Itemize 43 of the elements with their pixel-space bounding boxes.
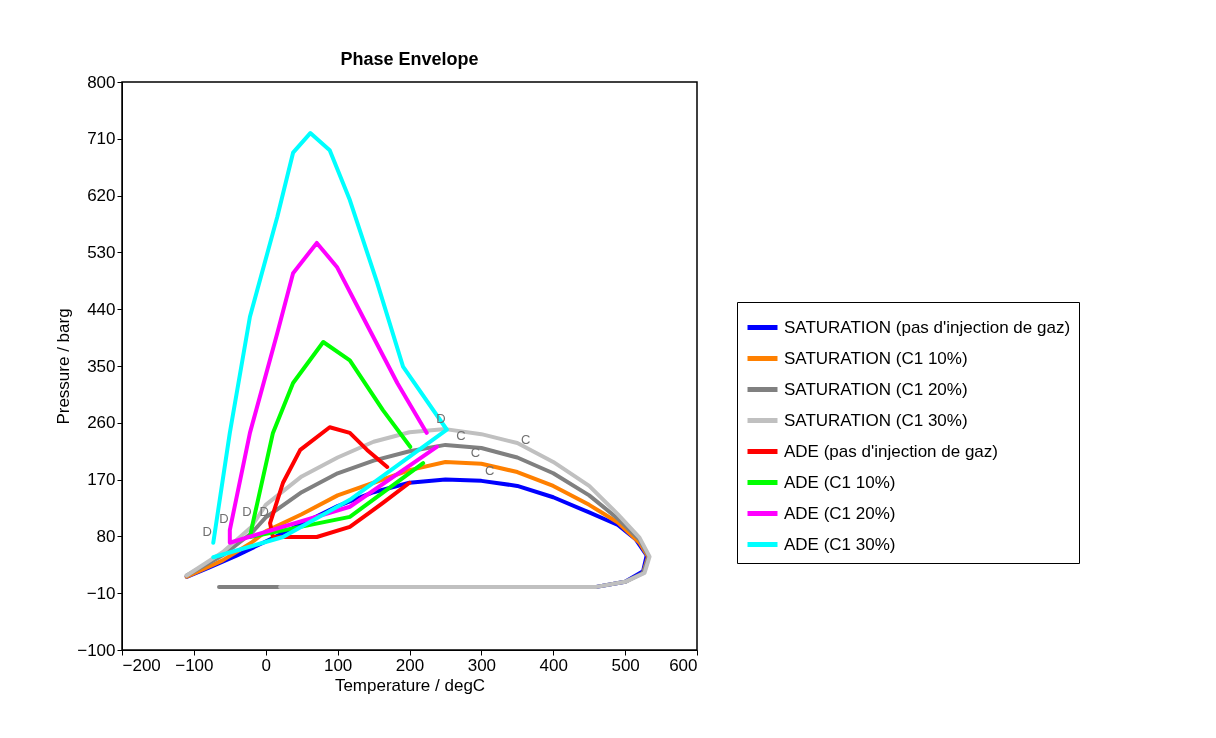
legend-label: SATURATION (C1 10%) (784, 348, 968, 368)
legend-label: SATURATION (pas d'injection de gaz) (784, 317, 1071, 337)
x-tick-label: 300 (467, 655, 497, 675)
y-tick-label: −10 (86, 583, 116, 603)
annotation: D (436, 410, 446, 426)
line-series (268, 425, 412, 540)
y-tick-label: −100 (77, 640, 116, 660)
x-tick-label: 400 (539, 655, 568, 675)
x-tick-label: 100 (323, 655, 353, 675)
legend-label: ADE (C1 10%) (784, 472, 896, 492)
x-tick-label: 200 (395, 655, 425, 675)
y-tick-label: 530 (87, 242, 116, 262)
y-tick-label: 620 (87, 186, 116, 206)
chart-title: Phase Envelope (340, 49, 479, 69)
legend-label: ADE (pas d'injection de gaz) (784, 441, 998, 461)
x-tick-label: 600 (669, 655, 698, 675)
annotation: D (202, 523, 212, 539)
line-series (211, 131, 449, 560)
x-tick-label: 500 (611, 655, 640, 675)
annotation: C (520, 431, 531, 447)
y-tick-label: 800 (87, 72, 116, 92)
x-tick-label: −100 (175, 655, 214, 675)
y-tick-label: 350 (87, 356, 116, 376)
y-tick-label: 170 (87, 470, 116, 490)
y-tick-label: 710 (87, 129, 116, 149)
legend-label: SATURATION (C1 30%) (784, 410, 968, 430)
x-tick-label: 0 (261, 655, 271, 675)
legend-label: ADE (C1 20%) (784, 503, 896, 523)
legend-label: SATURATION (C1 20%) (784, 379, 968, 399)
x-tick-label: −200 (122, 655, 161, 675)
y-axis-title: Pressure / barg (54, 308, 74, 425)
x-axis-title: Temperature / degC (334, 675, 486, 695)
annotation: D (259, 504, 269, 520)
annotation: C (485, 463, 495, 479)
annotation: C (456, 427, 466, 443)
legend-label: ADE (C1 30%) (784, 534, 896, 554)
y-tick-label: 260 (87, 413, 116, 433)
annotation: D (219, 511, 229, 527)
line-series (227, 240, 439, 545)
annotation: C (470, 444, 481, 460)
y-tick-label: 80 (96, 526, 116, 546)
annotation: D (242, 504, 252, 520)
y-tick-label: 440 (87, 299, 116, 319)
